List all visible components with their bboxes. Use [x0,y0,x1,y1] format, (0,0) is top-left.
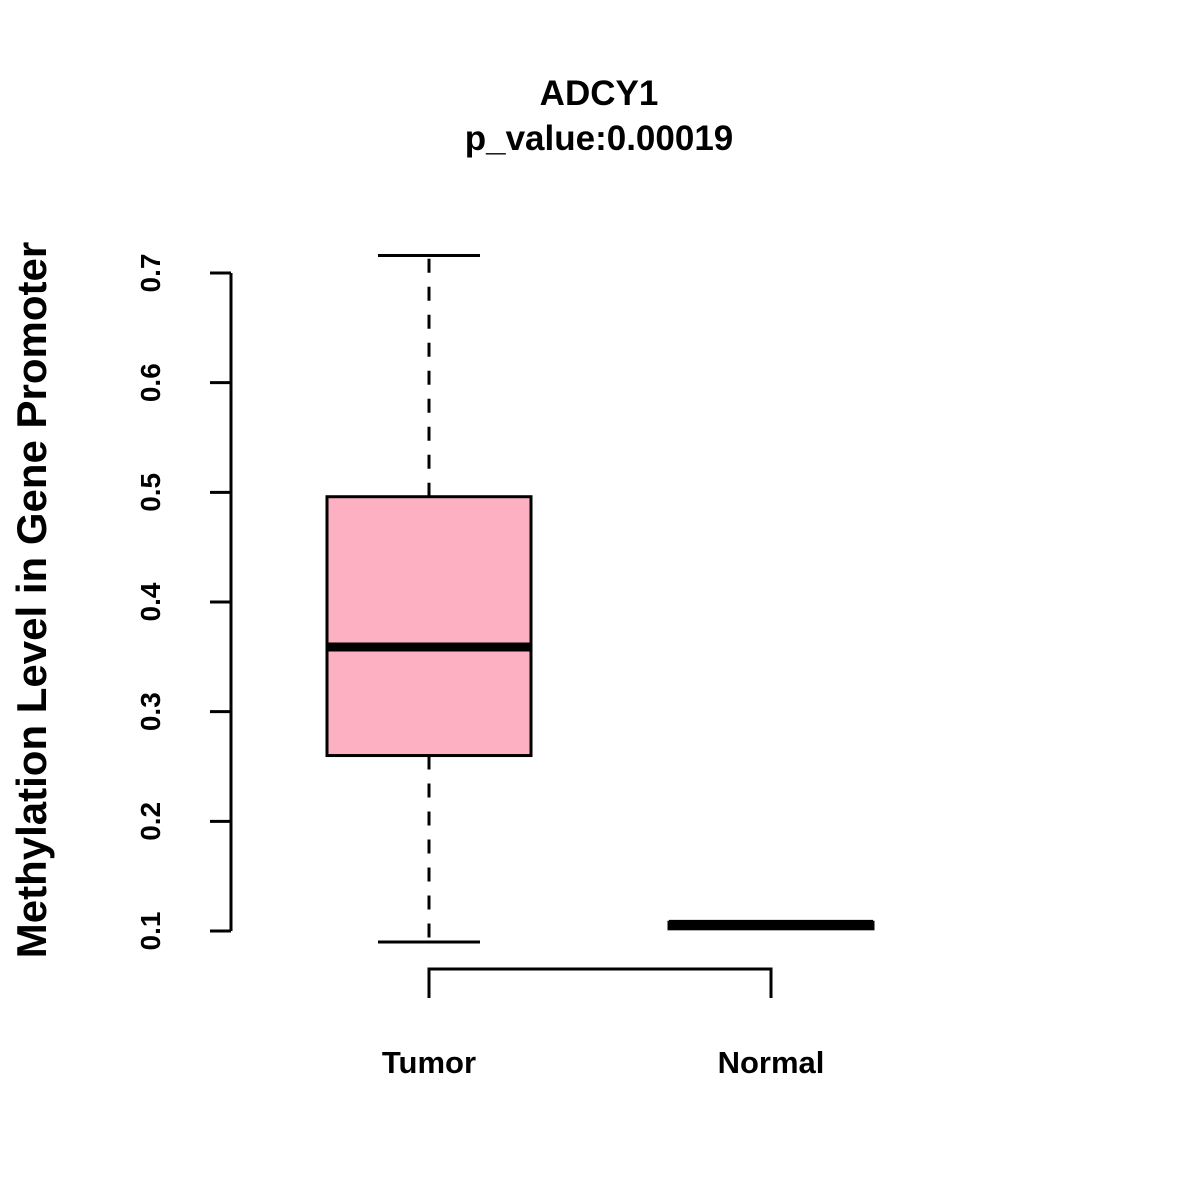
box [325,495,533,758]
y-ticks: 0.1 0.2 0.3 0.4 0.5 0.6 0.7 [135,254,231,951]
chart-title: ADCY1 [540,74,659,113]
chart-subtitle: p_value:0.00019 [465,119,734,158]
y-tick-label: 0.4 [135,582,166,621]
y-tick-label: 0.7 [135,254,166,293]
y-tick-label: 0.2 [135,802,166,841]
y-axis-label: Methylation Level in Gene Promoter [8,242,55,958]
y-tick-label: 0.1 [135,912,166,951]
x-labels: Tumor Normal [382,1045,824,1080]
y-tick-label: 0.3 [135,692,166,731]
y-tick-label: 0.6 [135,363,166,402]
x-category-label: Tumor [382,1045,476,1080]
boxes [325,253,875,944]
y-tick-label: 0.5 [135,473,166,512]
x-axis-bracket [427,967,773,998]
x-category-label: Normal [718,1045,825,1080]
